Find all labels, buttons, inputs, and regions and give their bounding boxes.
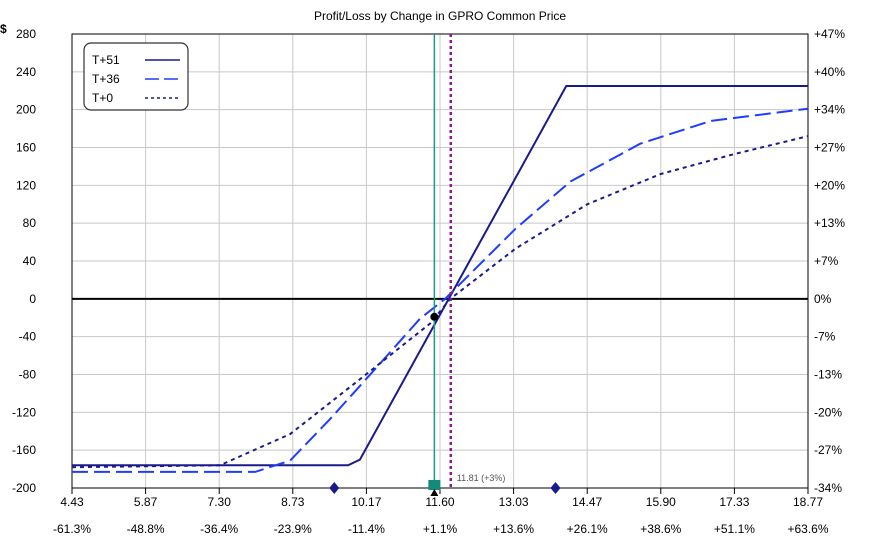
chart-title: Profit/Loss by Change in GPRO Common Pri… — [314, 9, 566, 23]
y2-tick-label: +47% — [814, 27, 845, 41]
y2-tick-label: +40% — [814, 65, 845, 79]
legend-label: T+51 — [92, 53, 120, 67]
y2-tick-label: 0% — [814, 292, 832, 306]
strike-diamond-marker — [329, 482, 340, 494]
y2-tick-label: +13% — [814, 216, 845, 230]
y-tick-label: -120 — [12, 405, 36, 419]
y-tick-label: 200 — [16, 103, 36, 117]
x-pct-tick-label: -11.4% — [348, 522, 385, 536]
legend-label: T+0 — [92, 91, 113, 105]
y2-tick-label: +20% — [814, 178, 845, 192]
legend: T+51 T+36 T+0 — [83, 42, 189, 111]
y-tick-label: 0 — [29, 292, 36, 306]
x-pct-tick-label: +51.1% — [714, 522, 755, 536]
current-price-square-marker — [428, 480, 441, 490]
y-tick-label: -80 — [19, 368, 37, 382]
current-pl-dot — [430, 312, 439, 321]
y-axis-label: $ — [0, 22, 7, 36]
x-tick-label: 17.33 — [719, 495, 749, 509]
x-tick-label: 8.73 — [281, 495, 305, 509]
x-tick-label: 18.77 — [793, 495, 823, 509]
series-t-plus-36 — [72, 107, 809, 473]
x-pct-tick-label: -36.4% — [200, 522, 238, 536]
y2-tick-label: -34% — [814, 481, 842, 495]
y2-tick-label: -7% — [814, 330, 836, 344]
x-tick-label: 4.43 — [60, 495, 84, 509]
y2-tick-label: +27% — [814, 141, 845, 155]
current-price-triangle-marker — [430, 489, 439, 496]
strike-diamond-marker — [550, 482, 561, 494]
y-tick-label: 40 — [23, 254, 37, 268]
x-pct-tick-label: -48.8% — [127, 522, 165, 536]
x-tick-label: 7.30 — [208, 495, 232, 509]
target-price-label: 11.81 (+3%) — [457, 473, 506, 483]
y-tick-label: 240 — [16, 65, 36, 79]
x-tick-label: 11.60 — [425, 495, 454, 509]
x-pct-tick-label: -23.9% — [274, 522, 312, 536]
y-tick-label: 280 — [16, 27, 36, 41]
y2-tick-label: +34% — [814, 103, 845, 117]
x-tick-label: 10.17 — [351, 495, 381, 509]
x-pct-tick-label: +26.1% — [567, 522, 608, 536]
legend-label: T+36 — [92, 72, 120, 86]
x-pct-tick-label: +63.6% — [787, 522, 828, 536]
y2-tick-label: -27% — [814, 443, 842, 457]
y-tick-label: -200 — [12, 481, 36, 495]
y2-tick-label: -20% — [814, 405, 842, 419]
x-tick-label: 14.47 — [572, 495, 602, 509]
x-tick-label: 13.03 — [499, 495, 529, 509]
y-tick-label: 120 — [16, 178, 36, 192]
x-tick-label: 5.87 — [134, 495, 158, 509]
y2-tick-label: +7% — [814, 254, 839, 268]
y-tick-label: -160 — [12, 443, 36, 457]
x-pct-tick-label: -61.3% — [53, 522, 91, 536]
y-tick-label: -40 — [19, 330, 37, 344]
y-tick-label: 80 — [23, 216, 37, 230]
y-tick-label: 160 — [16, 141, 36, 155]
x-pct-tick-label: +1.1% — [423, 522, 458, 536]
series-t-plus-51 — [72, 85, 808, 467]
y2-tick-label: -13% — [814, 368, 842, 382]
x-tick-label: 15.90 — [646, 495, 676, 509]
x-pct-tick-label: +38.6% — [640, 522, 681, 536]
x-pct-tick-label: +13.6% — [493, 522, 534, 536]
